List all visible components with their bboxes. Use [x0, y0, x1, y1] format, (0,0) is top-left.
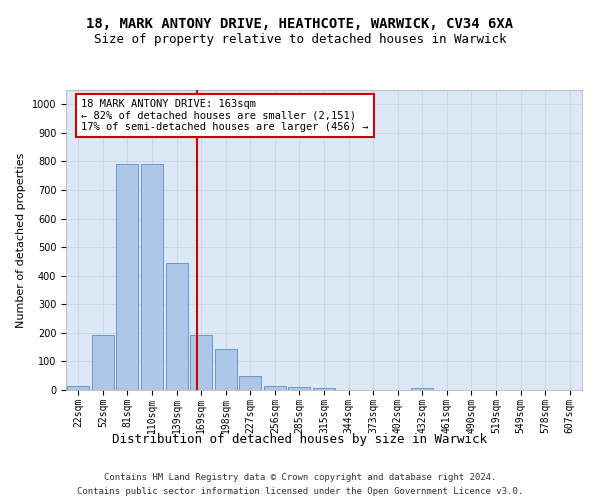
Bar: [313, 388, 335, 390]
Text: 18 MARK ANTONY DRIVE: 163sqm
← 82% of detached houses are smaller (2,151)
17% of: 18 MARK ANTONY DRIVE: 163sqm ← 82% of de…: [82, 99, 369, 132]
Text: Size of property relative to detached houses in Warwick: Size of property relative to detached ho…: [94, 32, 506, 46]
Bar: [264, 386, 286, 390]
Bar: [141, 164, 163, 390]
Text: Contains public sector information licensed under the Open Government Licence v3: Contains public sector information licen…: [77, 488, 523, 496]
Bar: [411, 388, 433, 390]
Bar: [239, 376, 262, 390]
Y-axis label: Number of detached properties: Number of detached properties: [16, 152, 26, 328]
Bar: [215, 349, 237, 390]
Bar: [190, 335, 212, 390]
Bar: [92, 335, 114, 390]
Bar: [116, 164, 139, 390]
Text: Contains HM Land Registry data © Crown copyright and database right 2024.: Contains HM Land Registry data © Crown c…: [104, 472, 496, 482]
Bar: [67, 386, 89, 390]
Text: Distribution of detached houses by size in Warwick: Distribution of detached houses by size …: [113, 432, 487, 446]
Bar: [289, 387, 310, 390]
Bar: [166, 264, 188, 390]
Text: 18, MARK ANTONY DRIVE, HEATHCOTE, WARWICK, CV34 6XA: 18, MARK ANTONY DRIVE, HEATHCOTE, WARWIC…: [86, 18, 514, 32]
